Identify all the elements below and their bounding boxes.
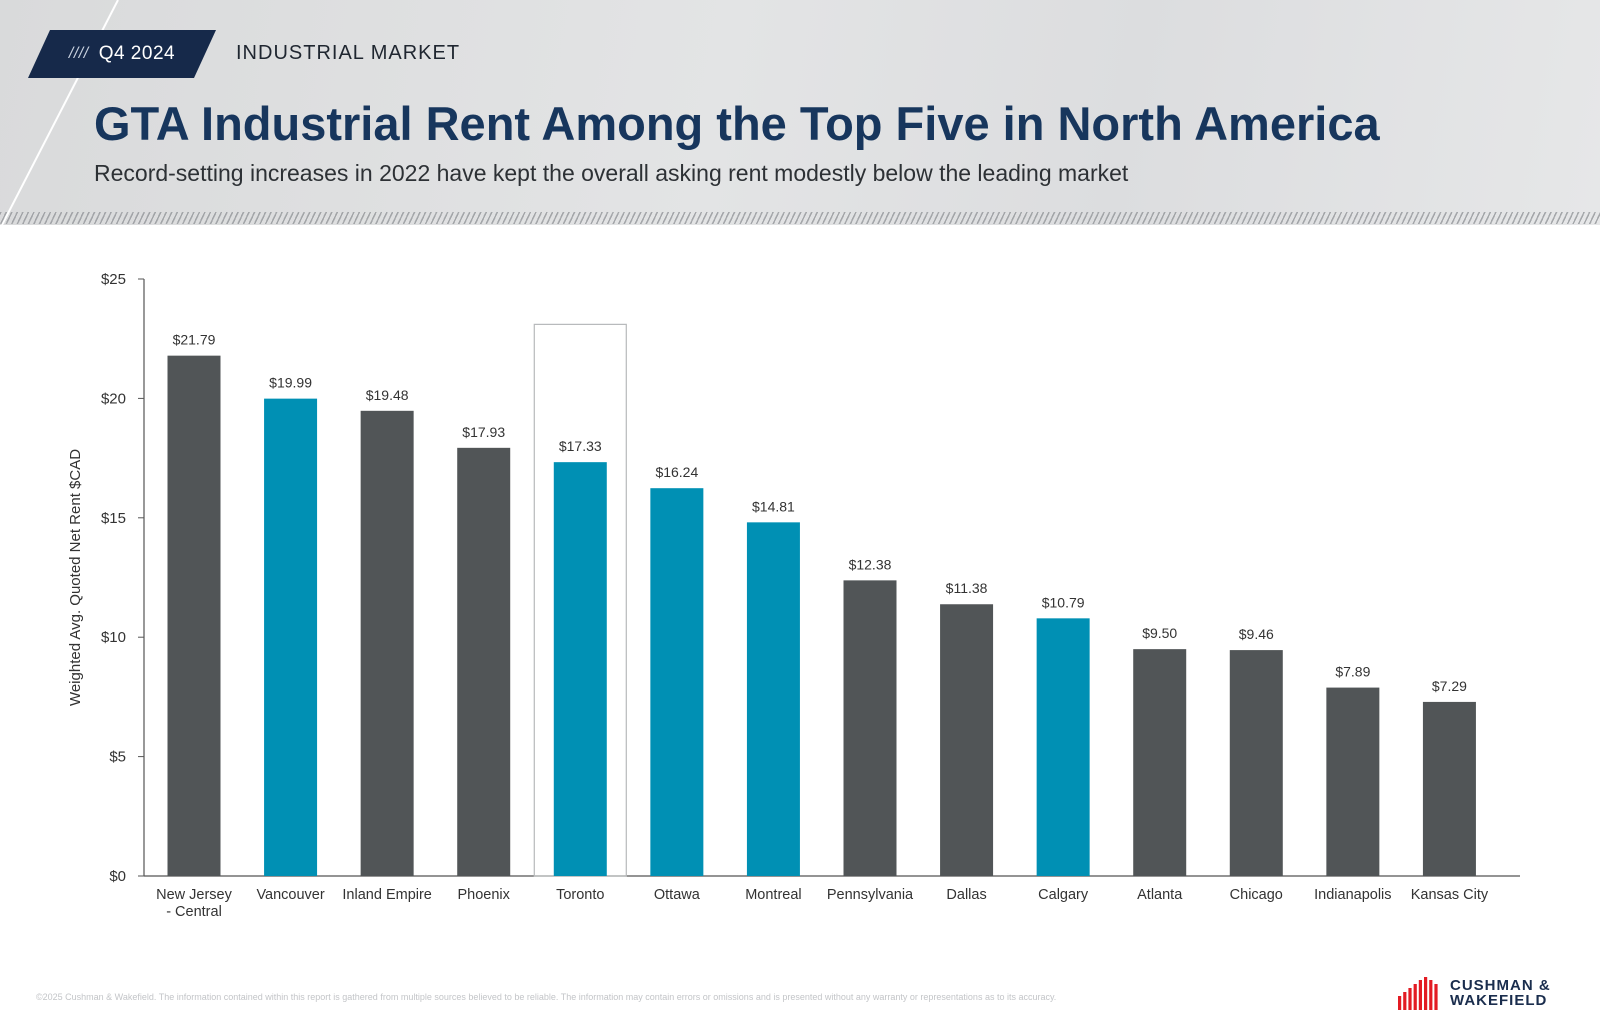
bar — [360, 410, 414, 876]
y-tick-label: $5 — [109, 749, 126, 766]
logo-bar — [1408, 988, 1412, 1010]
data-label: $10.79 — [1042, 594, 1085, 610]
cushman-wakefield-logo: CUSHMAN & WAKEFIELD — [1396, 976, 1551, 1010]
x-tick-label: Vancouver — [256, 887, 324, 903]
bar — [1326, 687, 1380, 876]
bar — [264, 398, 318, 876]
data-label: $19.48 — [366, 387, 409, 403]
x-tick-label: Atlanta — [1137, 887, 1183, 903]
data-label: $7.29 — [1432, 678, 1467, 694]
logo-text: CUSHMAN & WAKEFIELD — [1450, 978, 1551, 1008]
data-label: $12.38 — [849, 556, 892, 572]
bar — [1422, 701, 1476, 876]
bar — [457, 447, 511, 876]
disclaimer: ©2025 Cushman & Wakefield. The informati… — [36, 992, 1057, 1002]
data-label: $19.99 — [269, 375, 312, 391]
logo-bar — [1429, 980, 1433, 1010]
y-tick-label: $0 — [109, 868, 126, 885]
header-banner: //// Q4 2024 INDUSTRIAL MARKET GTA Indus… — [0, 0, 1600, 225]
quarter-badge: //// Q4 2024 — [28, 30, 216, 78]
header-hatch-divider — [0, 212, 1600, 224]
x-tick-label: Dallas — [946, 887, 986, 903]
x-tick-label: Phoenix — [458, 887, 511, 903]
logo-bar — [1418, 980, 1422, 1010]
x-tick-label: Ottawa — [654, 887, 701, 903]
y-axis-title: Weighted Avg. Quoted Net Rent $CAD — [67, 449, 84, 706]
bar — [843, 580, 897, 876]
data-label: $16.24 — [655, 464, 698, 480]
bar-chart: $0 $5 $10 $15 $20 $25 Weighted Avg. Quoted Net… — [67, 271, 1520, 920]
bar — [746, 522, 800, 876]
x-tick-label: Toronto — [556, 887, 604, 903]
logo-line-2: WAKEFIELD — [1450, 992, 1548, 1009]
logo-bar — [1413, 984, 1417, 1010]
badge-label: Q4 2024 — [98, 43, 176, 64]
x-tick-label: Pennsylvania — [827, 887, 914, 903]
bar — [1229, 650, 1283, 876]
page-title: GTA Industrial Rent Among the Top Five i… — [94, 97, 1380, 150]
bar — [1036, 618, 1090, 876]
x-tick-label: Chicago — [1230, 887, 1283, 903]
bar — [167, 355, 221, 876]
data-label: $9.50 — [1142, 625, 1177, 641]
logo-line-1: CUSHMAN & — [1450, 977, 1551, 994]
bar — [553, 462, 607, 876]
data-label: $7.89 — [1335, 664, 1370, 680]
data-label: $17.33 — [559, 438, 602, 454]
y-tick-label: $20 — [101, 390, 126, 407]
data-label: $11.38 — [946, 580, 988, 596]
x-tick-label: Kansas City — [1411, 887, 1489, 903]
logo-bar — [1434, 984, 1438, 1010]
y-tick-label: $10 — [101, 629, 126, 646]
logo-bar — [1403, 992, 1407, 1010]
x-tick-label: Calgary — [1038, 887, 1089, 903]
y-tick-label: $25 — [101, 271, 126, 288]
x-tick-label: Indianapolis — [1314, 887, 1391, 903]
data-label: $17.93 — [462, 424, 505, 440]
bar — [1133, 649, 1187, 876]
badge-slashes: //// — [68, 45, 89, 62]
bar — [650, 488, 704, 876]
data-label: $14.81 — [752, 498, 795, 514]
logo-bar — [1424, 977, 1428, 1010]
x-tick-label: Inland Empire — [342, 887, 431, 903]
x-tick-label: Montreal — [745, 887, 801, 903]
logo-bars-icon — [1398, 977, 1438, 1010]
x-tick-label: New Jersey - Central — [156, 887, 232, 920]
y-tick-label: $15 — [101, 510, 126, 527]
data-label: $21.79 — [173, 332, 216, 348]
page-subtitle: Record-setting increases in 2022 have ke… — [94, 160, 1129, 186]
logo-bar — [1398, 996, 1402, 1010]
data-label: $9.46 — [1239, 626, 1274, 642]
section-label: INDUSTRIAL MARKET — [236, 42, 461, 64]
bar — [940, 604, 994, 876]
